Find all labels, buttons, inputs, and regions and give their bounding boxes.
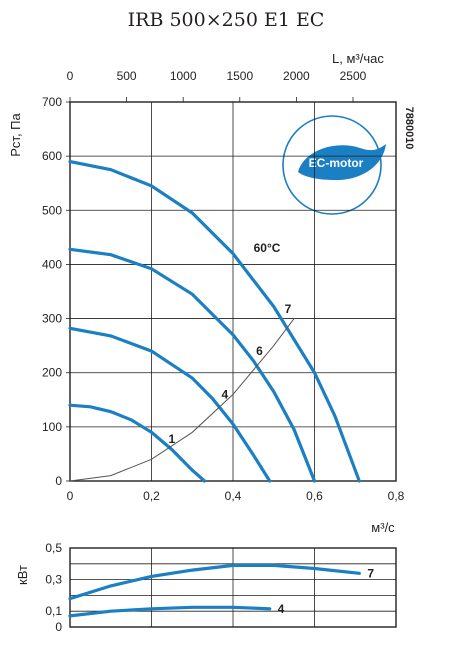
power-frame bbox=[69, 547, 397, 628]
power-plot: 0 0,1 0,3 0,5 7 4 bbox=[45, 541, 397, 634]
x-tick-label: 0,4 bbox=[225, 489, 242, 503]
x2-tick-label: 2500 bbox=[340, 69, 367, 83]
x-tick-label: 0 bbox=[67, 489, 74, 503]
power-y-tick-label: 0 bbox=[55, 620, 62, 634]
x2-tick-label: 1000 bbox=[170, 69, 197, 83]
x-tick-label: 0,6 bbox=[306, 489, 323, 503]
x2-tick-label: 2000 bbox=[283, 69, 310, 83]
x-tick-label: 0,2 bbox=[143, 489, 160, 503]
power-y-tick-label: 0,1 bbox=[45, 604, 62, 618]
y-tick-label: 700 bbox=[42, 95, 62, 109]
y-axis-label: Рст, Па bbox=[8, 112, 23, 156]
pressure-plot: 0 100 200 300 400 500 600 700 0 0,2 0,4 0,6 0,8 0 500 1… bbox=[42, 69, 405, 503]
chart-title: IRB 500×250 E1 EC bbox=[128, 9, 325, 31]
x2-tick-label: 0 bbox=[67, 69, 74, 83]
badge-label: EC-motor bbox=[309, 156, 364, 170]
system-curve bbox=[69, 318, 295, 482]
fan-curve-4 bbox=[68, 326, 272, 483]
y-tick-label: 500 bbox=[42, 203, 62, 217]
power-y-tick-label: 0,5 bbox=[45, 541, 62, 555]
power-curve-4 bbox=[68, 605, 272, 618]
ec-motor-badge: EC-motor bbox=[282, 115, 386, 215]
power-axis-label: кВт bbox=[15, 565, 30, 585]
y-tick-label: 0 bbox=[55, 474, 62, 488]
plot-frame bbox=[69, 101, 397, 482]
y-tick-label: 200 bbox=[42, 366, 62, 380]
top-axis-label: L, м³/час bbox=[332, 51, 384, 66]
x-axis-label: м³/с bbox=[371, 520, 395, 535]
power-y-tick-label: 0,3 bbox=[45, 573, 62, 587]
power-curve-label: 4 bbox=[278, 602, 285, 616]
y-tick-label: 300 bbox=[42, 312, 62, 326]
curve-label: 4 bbox=[222, 387, 229, 401]
power-curve-label: 7 bbox=[367, 566, 374, 580]
fan-curve-1 bbox=[68, 403, 207, 483]
temperature-annotation: 60°C bbox=[254, 241, 281, 255]
product-code: 7880010 bbox=[403, 107, 415, 150]
y-tick-label: 400 bbox=[42, 257, 62, 271]
y-tick-label: 100 bbox=[42, 420, 62, 434]
curve-label: 7 bbox=[285, 302, 292, 316]
x2-tick-label: 1500 bbox=[226, 69, 253, 83]
curve-label: 6 bbox=[256, 344, 263, 358]
y-tick-label: 600 bbox=[42, 149, 62, 163]
curve-label: 1 bbox=[169, 432, 176, 446]
leaf-icon bbox=[298, 144, 386, 180]
x-tick-label: 0,8 bbox=[388, 489, 405, 503]
fan-curve-7 bbox=[68, 160, 361, 483]
power-curve-7 bbox=[68, 563, 361, 601]
fan-curve-6 bbox=[68, 247, 317, 483]
x2-tick-label: 500 bbox=[117, 69, 137, 83]
